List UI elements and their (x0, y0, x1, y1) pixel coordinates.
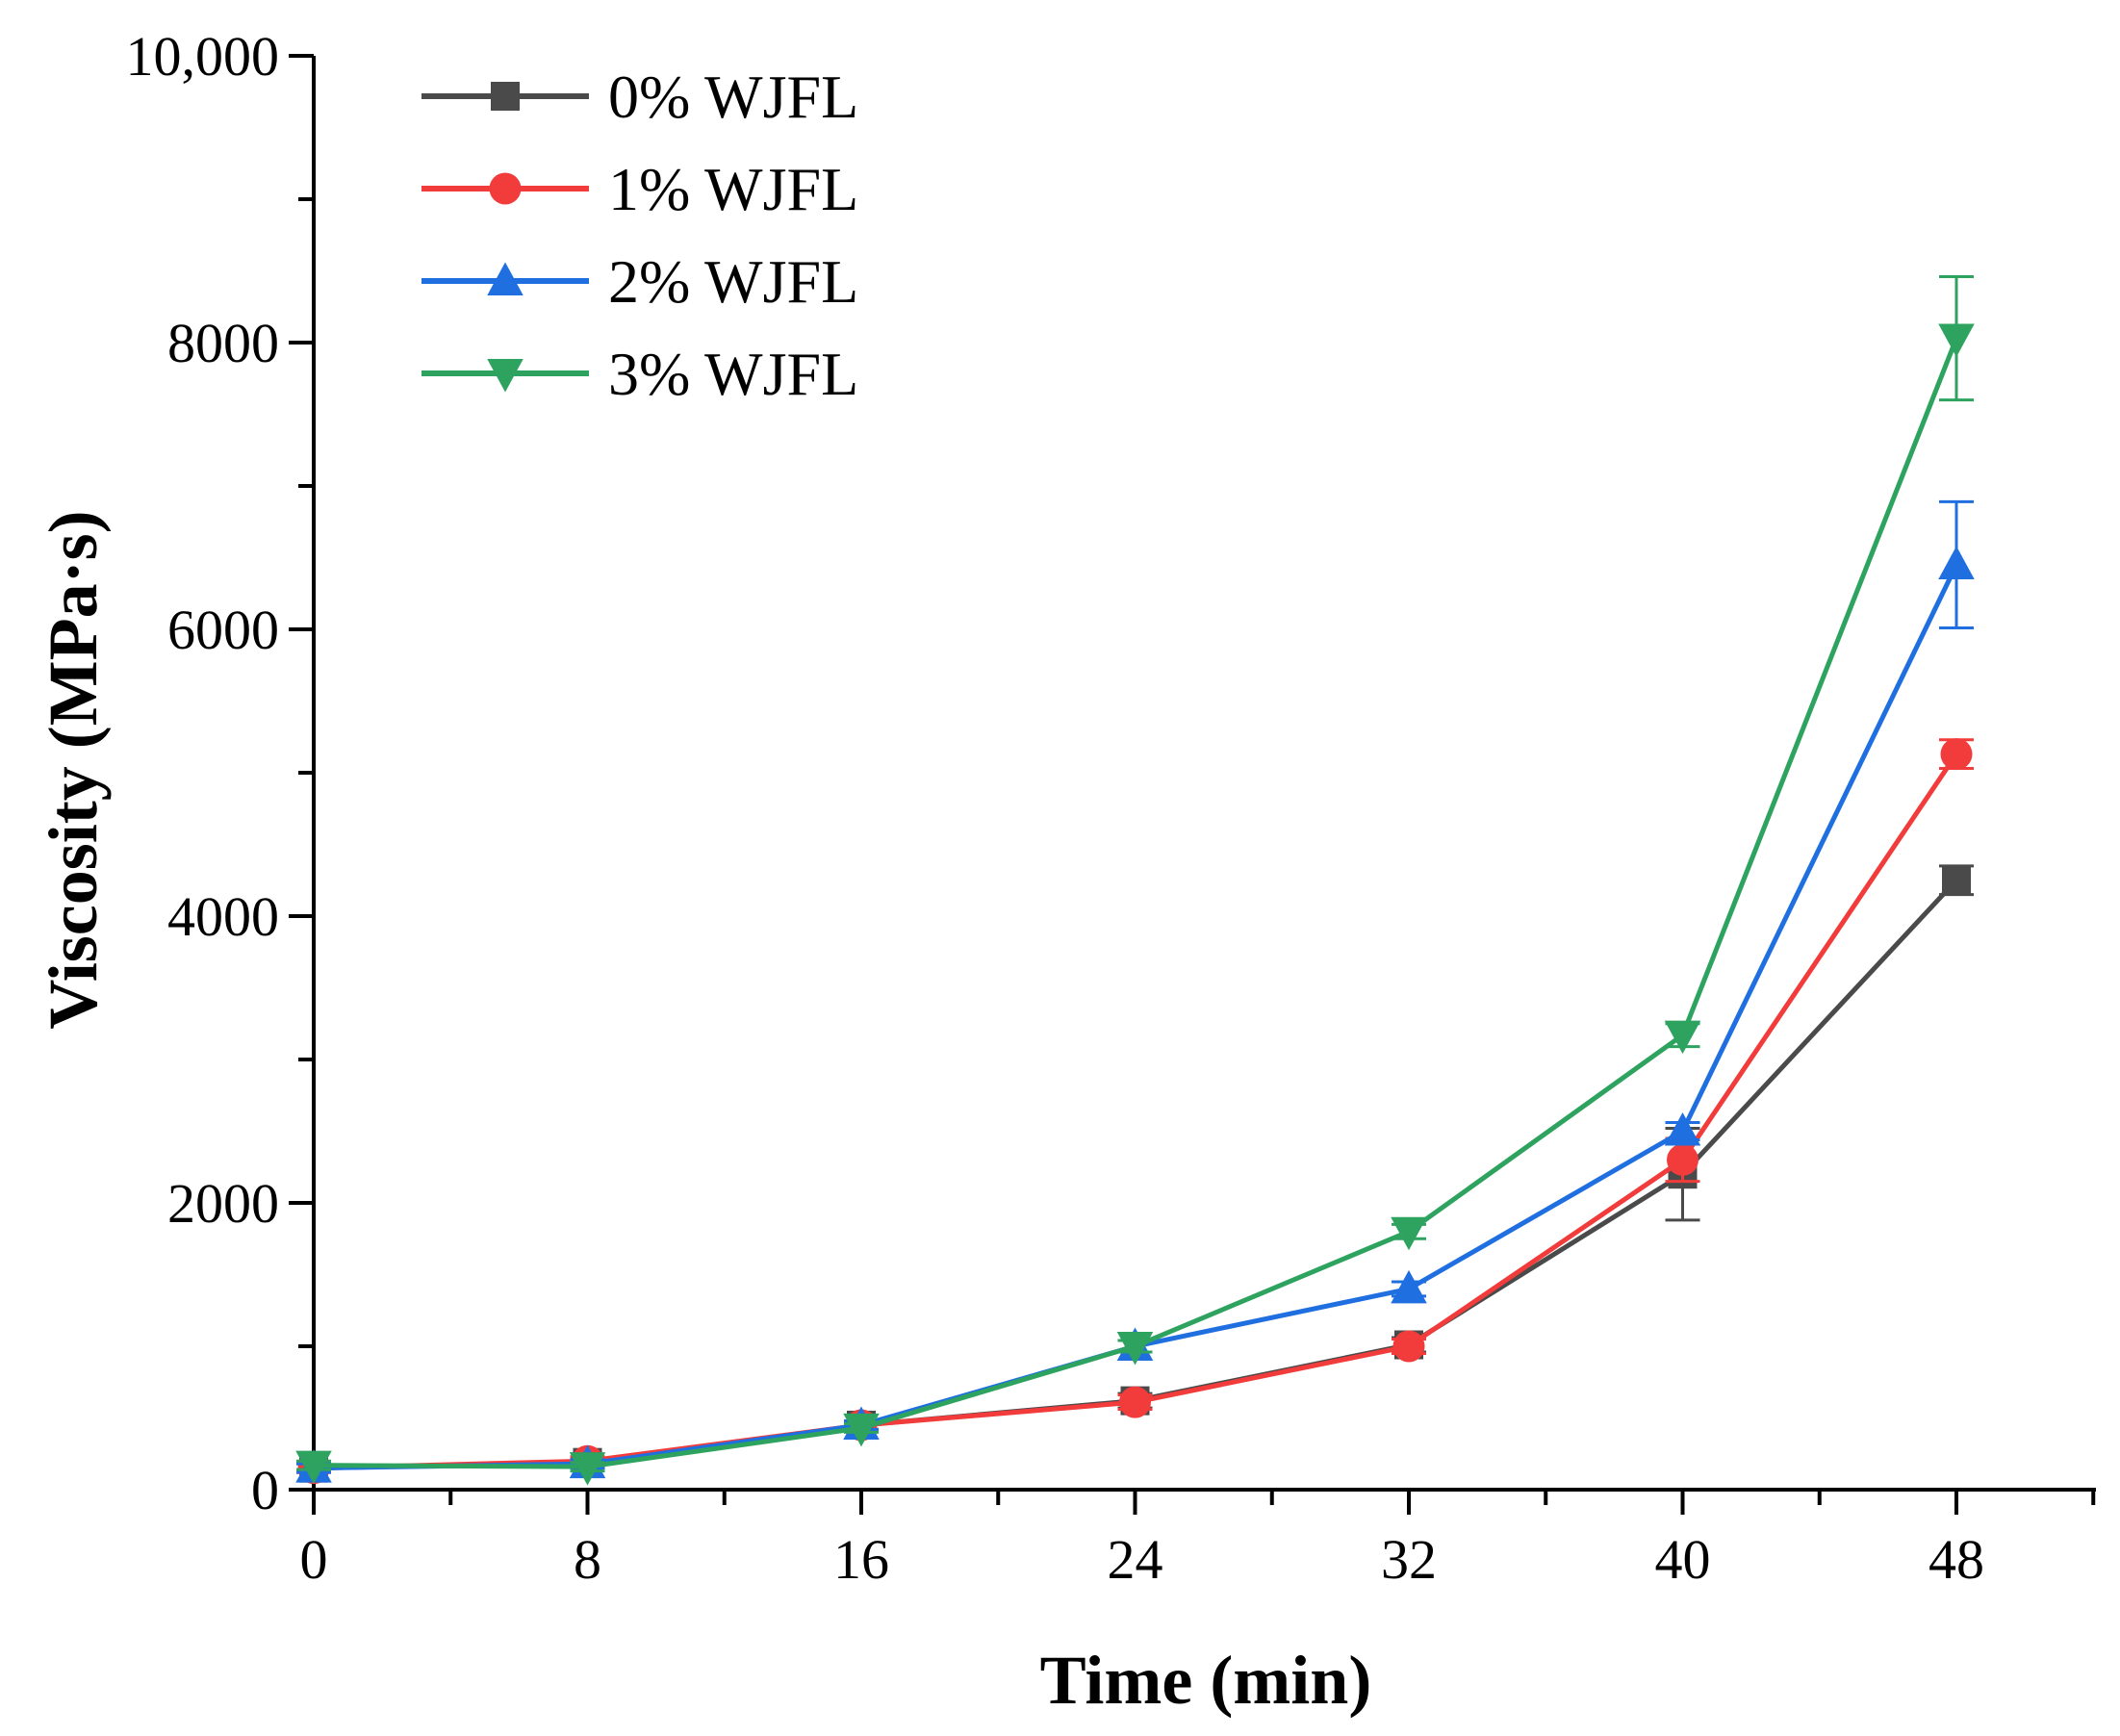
x-tick-label: 32 (1381, 1528, 1437, 1591)
x-tick-label: 0 (300, 1528, 328, 1591)
square-marker (1942, 865, 1971, 895)
square-marker (491, 82, 520, 111)
legend-item: 3% WJFL (421, 340, 858, 408)
x-axis-title: Time (min) (1040, 1642, 1372, 1719)
series-1 (296, 738, 1974, 1485)
triangle-up-marker (1938, 546, 1975, 579)
legend-item: 0% WJFL (421, 63, 858, 131)
triangle-down-marker (843, 1413, 880, 1447)
legend-item: 2% WJFL (421, 247, 858, 316)
legend: 0% WJFL 1% WJFL 2% WJFL 3% WJFL (421, 63, 858, 408)
triangle-up-marker (1664, 1112, 1701, 1146)
y-tick-label: 4000 (167, 885, 279, 948)
circle-marker (1119, 1386, 1151, 1418)
x-tick-label: 48 (1928, 1528, 1984, 1591)
y-tick-label: 6000 (167, 599, 279, 661)
x-tick-label: 24 (1108, 1528, 1163, 1591)
triangle-down-marker (295, 1450, 332, 1485)
x-tick-label: 40 (1655, 1528, 1711, 1591)
axes: 0 8 16 24 32 40 48 0 2000 4000 6000 8000 10,000 (126, 25, 2096, 1591)
legend-item: 1% WJFL (421, 155, 858, 223)
triangle-up-marker (1391, 1269, 1427, 1304)
triangle-down-marker (1938, 323, 1975, 358)
legend-label: 0% WJFL (608, 63, 858, 131)
circle-marker (1667, 1143, 1699, 1176)
triangle-down-marker (569, 1452, 606, 1486)
circle-marker (489, 172, 522, 205)
y-tick-label: 8000 (167, 312, 279, 374)
circle-marker (1940, 738, 1973, 771)
triangle-down-marker (487, 359, 524, 393)
y-tick-label: 10,000 (126, 25, 280, 88)
triangle-down-marker (1116, 1332, 1154, 1366)
triangle-up-marker (487, 262, 524, 295)
legend-label: 1% WJFL (608, 155, 858, 223)
circle-marker (1392, 1330, 1425, 1363)
x-tick-label: 8 (574, 1528, 601, 1591)
y-tick-label: 2000 (167, 1172, 279, 1235)
triangle-down-marker (1664, 1020, 1701, 1055)
series-3 (295, 274, 1975, 1486)
legend-label: 3% WJFL (608, 340, 858, 408)
x-tick-label: 16 (833, 1528, 889, 1591)
triangle-down-marker (1391, 1216, 1427, 1251)
legend-label: 2% WJFL (608, 247, 858, 316)
series-line (313, 337, 1959, 1469)
series-group (295, 274, 1975, 1486)
y-axis-title: Viscosity (MPa·s) (35, 510, 112, 1029)
y-tick-label: 0 (251, 1459, 279, 1521)
